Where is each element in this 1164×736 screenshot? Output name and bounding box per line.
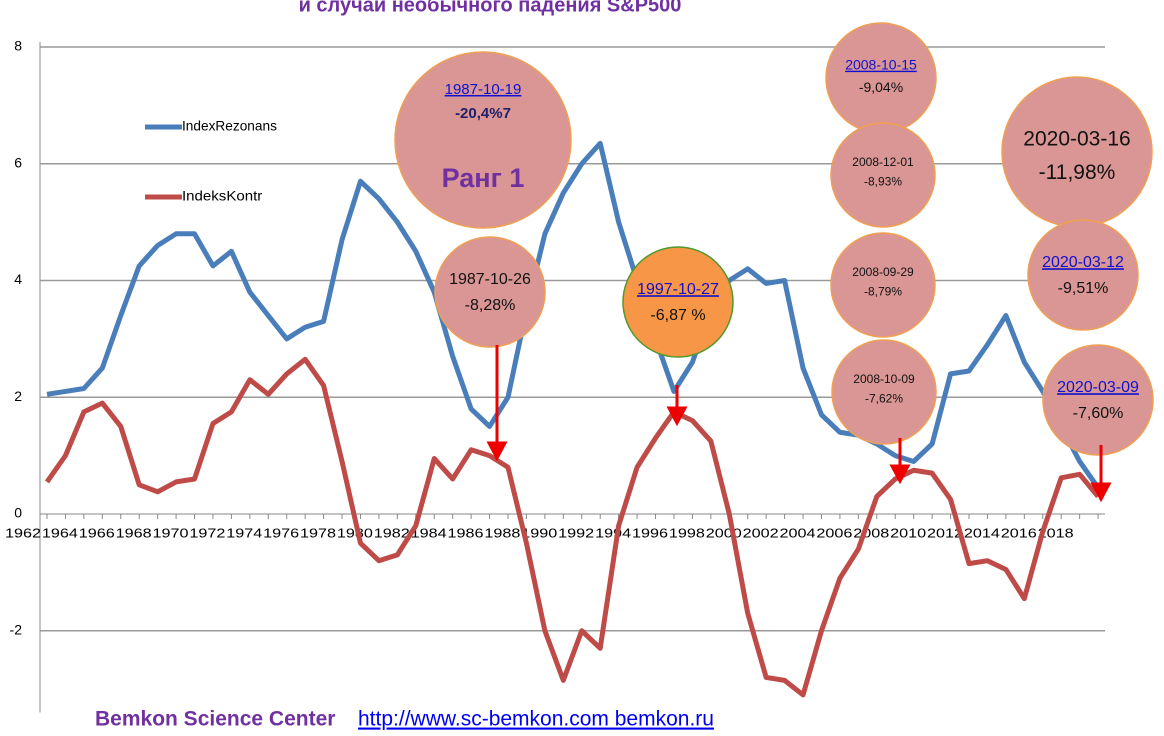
annotation-date: 2008-10-09 xyxy=(853,372,915,386)
annotations: 1987-10-19 -20,4%7 Ранг 1 1987-10-26 -8,28% 1… xyxy=(394,22,1154,456)
arrows xyxy=(486,345,1112,503)
annotation-date: 2008-09-29 xyxy=(852,265,914,279)
annotation-circle xyxy=(394,51,572,229)
legend-label: IndexRezonans xyxy=(182,118,277,134)
annotation-date[interactable]: 1997-10-27 xyxy=(637,281,719,298)
series-line xyxy=(44,356,1101,698)
arrow-head xyxy=(666,406,688,427)
y-tick-label: 6 xyxy=(14,154,22,170)
arrow-head xyxy=(889,464,911,485)
x-tick-label: 1990 xyxy=(521,525,557,540)
legend-label: IndeksKontr xyxy=(182,188,263,204)
x-tick-label: 1996 xyxy=(632,525,668,540)
annotation-circle xyxy=(1001,76,1153,228)
x-tick-label: 1998 xyxy=(669,525,705,540)
y-tick-label: 0 xyxy=(14,505,22,521)
x-tick-label: 1974 xyxy=(226,525,262,540)
annotation-date: 2020-03-16 xyxy=(1023,128,1130,151)
annotation-circle xyxy=(1042,344,1154,456)
annotation-date: 1987-10-26 xyxy=(449,271,531,288)
arrow-head xyxy=(486,441,508,462)
footer-org: Bemkon Science Center xyxy=(95,708,335,731)
annotation-change: -8,93% xyxy=(864,174,902,188)
annotation-change: -6,87 % xyxy=(650,307,705,324)
x-tick-label: 2012 xyxy=(927,525,963,540)
x-tick-label: 1972 xyxy=(189,525,225,540)
annotation-date[interactable]: 2020-03-12 xyxy=(1042,254,1124,271)
annotation-date: 2008-12-01 xyxy=(852,155,914,169)
annotation-change: -8,28% xyxy=(465,297,516,314)
annotation-circle xyxy=(831,339,937,445)
annotation-change: -9,04% xyxy=(859,79,903,95)
annotation-rank: Ранг 1 xyxy=(442,163,525,193)
x-tick-label: 1970 xyxy=(153,525,189,540)
x-tick-label: 1968 xyxy=(116,525,152,540)
y-tick-label: 8 xyxy=(14,38,22,54)
annotation-date[interactable]: 2020-03-09 xyxy=(1057,379,1139,396)
x-tick-label: 1964 xyxy=(42,525,78,540)
series-line xyxy=(46,140,1101,490)
annotation-date[interactable]: 1987-10-19 xyxy=(445,81,522,98)
x-tick-label: 2000 xyxy=(706,525,742,540)
x-tick-label: 1982 xyxy=(374,525,410,540)
annotation-circle xyxy=(622,246,734,358)
x-tick-label: 1994 xyxy=(595,525,631,540)
x-tick-label: 2006 xyxy=(816,525,852,540)
x-tick-label: 1988 xyxy=(484,525,520,540)
x-tick-label: 2004 xyxy=(779,525,815,540)
annotation-change: -9,51% xyxy=(1058,280,1109,297)
annotation-change: -8,79% xyxy=(864,284,902,298)
x-tick-label: 2014 xyxy=(964,525,1000,540)
arrow-head xyxy=(1090,482,1112,503)
annotation-circle xyxy=(434,236,546,348)
annotation-change: -20,4%7 xyxy=(455,105,511,122)
x-tick-label: 2010 xyxy=(890,525,926,540)
x-tick-label: 2008 xyxy=(853,525,889,540)
x-tick-label: 2016 xyxy=(1001,525,1037,540)
x-tick-label: 1976 xyxy=(263,525,299,540)
x-tick-label: 1992 xyxy=(558,525,594,540)
y-tick-label: 2 xyxy=(14,388,22,404)
annotation-change: -7,62% xyxy=(865,391,903,405)
annotation-change: -11,98% xyxy=(1039,161,1116,184)
y-tick-label: 4 xyxy=(14,271,22,287)
y-tick-label: -2 xyxy=(10,621,23,637)
x-tick-label: 1980 xyxy=(337,525,373,540)
chart-title: и случаи необычного падения S&P500 xyxy=(299,0,682,16)
annotation-circle xyxy=(1027,219,1139,331)
x-tick-label: 1962 xyxy=(5,525,41,540)
annotation-circle xyxy=(830,122,936,228)
annotation-circle xyxy=(830,232,936,338)
annotation-circle xyxy=(825,22,937,134)
x-tick-label: 2002 xyxy=(743,525,779,540)
x-tick-label: 1984 xyxy=(411,525,447,540)
footer-link[interactable]: http://www.sc-bemkon.com bemkon.ru xyxy=(358,708,714,731)
x-tick-label: 2018 xyxy=(1038,525,1074,540)
x-tick-label: 1966 xyxy=(79,525,115,540)
x-tick-label: 1978 xyxy=(300,525,336,540)
x-tick-label: 1986 xyxy=(448,525,484,540)
annotation-date[interactable]: 2008-10-15 xyxy=(845,57,917,73)
annotation-change: -7,60% xyxy=(1073,405,1124,422)
